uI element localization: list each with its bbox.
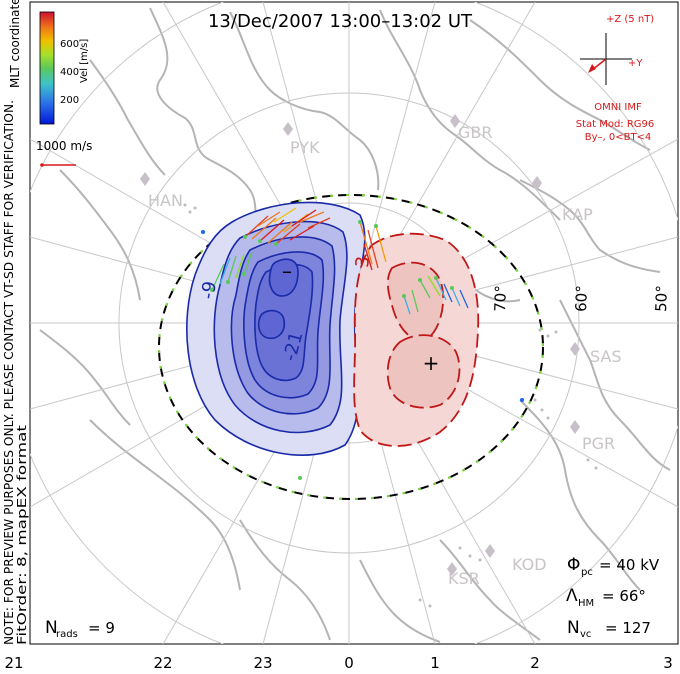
svg-text:= 9: = 9 bbox=[88, 619, 115, 637]
imf-clock bbox=[580, 33, 632, 85]
svg-text:vc: vc bbox=[580, 629, 591, 640]
station-marker-kod bbox=[485, 544, 495, 558]
station-label-kod: KOD bbox=[512, 555, 547, 574]
color-bar-tick-200: 200 bbox=[60, 95, 79, 106]
color-bar-label: Vel [m/s] bbox=[79, 39, 90, 83]
coastlines bbox=[39, 7, 671, 643]
velocity-vectors bbox=[183, 203, 598, 608]
imf-source: OMNI IMF bbox=[594, 102, 642, 113]
heppner-maynard-boundary bbox=[158, 194, 544, 500]
station-marker-han bbox=[140, 172, 150, 186]
mlt-label-22: 22 bbox=[153, 654, 172, 672]
svg-text:rads: rads bbox=[56, 629, 78, 640]
station-marker-pyk bbox=[283, 122, 293, 136]
velocity-scale-label: 1000 m/s bbox=[36, 139, 92, 153]
svg-text:Φ: Φ bbox=[567, 555, 580, 575]
mlt-axis-labels: 21 22 23 0 1 2 3 bbox=[4, 654, 672, 672]
svg-text:= 66°: = 66° bbox=[602, 587, 646, 605]
station-label-kap: KAP bbox=[562, 205, 593, 224]
vector-cluster-noon bbox=[359, 221, 387, 271]
mlt-coordinates-label: MLT coordinates bbox=[8, 0, 22, 88]
color-bar-ticks: 600 400 200 bbox=[60, 39, 79, 106]
imf-vector-arrowhead bbox=[588, 64, 596, 73]
station-label-han: HAN bbox=[148, 191, 183, 210]
mlt-label-3: 3 bbox=[663, 654, 673, 672]
mlt-label-0: 0 bbox=[344, 654, 354, 672]
svg-text:= 40 kV: = 40 kV bbox=[599, 556, 660, 574]
positive-potential-cell bbox=[353, 232, 480, 447]
station-label-pyk: PYK bbox=[290, 138, 320, 157]
svg-text:= 127: = 127 bbox=[605, 619, 651, 637]
contour-label-neg-9: -9 bbox=[197, 280, 221, 301]
mlt-label-2: 2 bbox=[530, 654, 540, 672]
latitude-labels: 70° 60° 50° bbox=[491, 285, 671, 312]
color-bar-tick-600: 600 bbox=[60, 39, 79, 50]
station-marker-pgr bbox=[570, 420, 580, 434]
station-marker-gbr bbox=[450, 114, 460, 128]
radar-fov-dots bbox=[183, 203, 598, 608]
vector-cluster-dusk-west bbox=[211, 251, 253, 291]
imf-condition: By–, 0<BT<4 bbox=[585, 132, 652, 143]
velocity-scale-dot bbox=[40, 163, 44, 167]
stat-lambda-hm: Λ HM = 66° bbox=[566, 586, 646, 609]
stat-phi-pc: Φ pc = 40 kV bbox=[567, 555, 660, 578]
svg-text:pc: pc bbox=[581, 567, 593, 578]
svg-text:Λ: Λ bbox=[566, 586, 578, 606]
mlt-label-23: 23 bbox=[253, 654, 272, 672]
station-marker-ksr bbox=[447, 562, 457, 576]
svg-text:N: N bbox=[567, 618, 580, 638]
vector-cluster-dusk-north bbox=[244, 207, 331, 245]
fit-order-label: FitOrder: 8, mapEX format bbox=[15, 425, 29, 645]
mlt-label-1: 1 bbox=[430, 654, 440, 672]
station-label-sas: SAS bbox=[590, 347, 622, 366]
svg-text:N: N bbox=[45, 618, 58, 638]
station-marker-sas bbox=[570, 342, 580, 356]
negative-potential-cell bbox=[186, 201, 366, 456]
preview-note: NOTE: FOR PREVIEW PURPOSES ONLY. PLEASE … bbox=[2, 100, 16, 645]
imf-y-label: +Y bbox=[628, 58, 643, 69]
stat-n-vc: N vc = 127 bbox=[567, 618, 651, 640]
color-bar-tick-400: 400 bbox=[60, 67, 79, 78]
latitude-label-70: 70° bbox=[491, 285, 510, 312]
latitude-label-50: 50° bbox=[652, 285, 671, 312]
imf-z-label: +Z (5 nT) bbox=[606, 14, 654, 25]
contour-label-pos-3: 3 bbox=[352, 255, 374, 268]
stat-n-rads: N rads = 9 bbox=[45, 618, 115, 640]
vector-cluster-dawn bbox=[403, 275, 469, 315]
mlt-label-21: 21 bbox=[4, 654, 23, 672]
imf-model: Stat Mod: RG96 bbox=[576, 119, 655, 130]
potential-minimum-marker: – bbox=[282, 259, 292, 283]
station-label-gbr: GBR bbox=[458, 123, 493, 142]
map-title: 13/Dec/2007 13:00–13:02 UT bbox=[208, 11, 473, 32]
latitude-label-60: 60° bbox=[572, 285, 591, 312]
station-marker-kap bbox=[532, 176, 542, 190]
vector-dots bbox=[201, 220, 524, 480]
station-labels: HAN PYK GBR KAP SAS PGR KOD KSR bbox=[148, 123, 622, 588]
potential-maximum-marker: + bbox=[423, 351, 440, 375]
station-markers bbox=[140, 114, 580, 576]
velocity-color-bar bbox=[39, 11, 55, 125]
station-label-ksr: KSR bbox=[448, 569, 480, 588]
svg-text:HM: HM bbox=[578, 598, 594, 609]
station-label-pgr: PGR bbox=[582, 434, 615, 453]
